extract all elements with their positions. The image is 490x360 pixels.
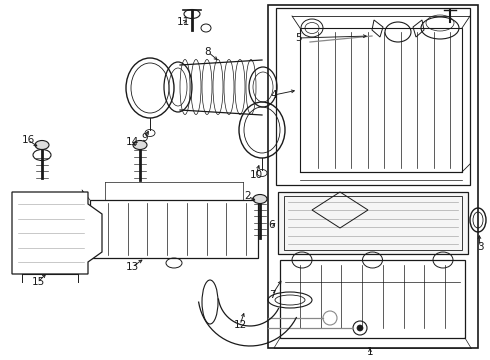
Text: 13: 13 [125, 262, 139, 272]
Text: 11: 11 [176, 17, 190, 27]
Text: 1: 1 [367, 347, 373, 357]
Text: 16: 16 [22, 135, 35, 145]
Text: 7: 7 [269, 290, 275, 300]
Polygon shape [12, 192, 102, 274]
Polygon shape [280, 260, 465, 338]
Text: 2: 2 [245, 191, 251, 201]
Text: 8: 8 [205, 47, 211, 57]
Ellipse shape [253, 194, 267, 203]
Text: 4: 4 [270, 90, 277, 100]
Text: 3: 3 [477, 242, 483, 252]
Polygon shape [90, 200, 258, 258]
Polygon shape [300, 28, 462, 172]
Ellipse shape [133, 140, 147, 149]
Text: 15: 15 [31, 277, 45, 287]
Text: 10: 10 [249, 170, 263, 180]
Text: 12: 12 [233, 320, 246, 330]
Text: 6: 6 [269, 220, 275, 230]
Text: 14: 14 [125, 137, 139, 147]
Polygon shape [276, 8, 470, 185]
Text: 9: 9 [142, 133, 148, 143]
Polygon shape [278, 192, 468, 254]
Polygon shape [268, 5, 478, 348]
Ellipse shape [35, 140, 49, 149]
Ellipse shape [357, 325, 363, 331]
Text: 5: 5 [294, 33, 301, 43]
